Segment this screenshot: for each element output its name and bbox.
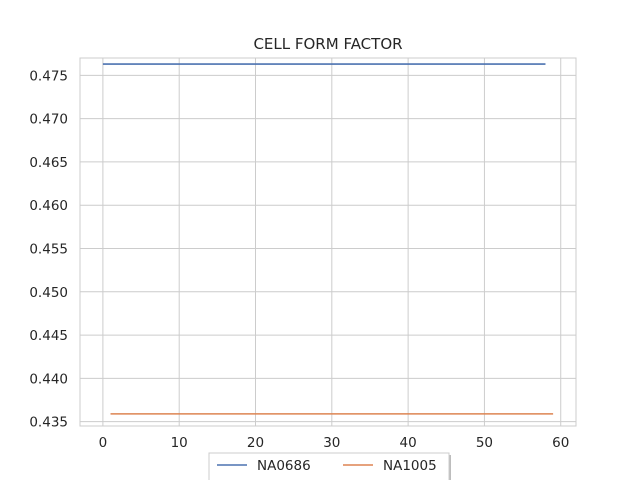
y-tick-label: 0.440 bbox=[29, 371, 68, 387]
legend: NA0686 NA1005 bbox=[208, 452, 451, 480]
x-tick-labels: 0 10 20 30 40 50 60 bbox=[99, 435, 570, 451]
y-tick-label: 0.460 bbox=[29, 198, 68, 214]
x-tick-label: 20 bbox=[247, 435, 264, 451]
y-tick-label: 0.475 bbox=[29, 68, 68, 84]
series-lines bbox=[102, 63, 554, 415]
y-tick-labels: 0.435 0.440 0.445 0.450 0.455 0.460 0.465 0.470… bbox=[29, 68, 68, 430]
x-tick-label: 40 bbox=[400, 435, 417, 451]
legend-label-na1005: NA1005 bbox=[383, 458, 437, 474]
y-tick-label: 0.465 bbox=[29, 155, 68, 171]
legend-label-na0686: NA0686 bbox=[257, 458, 311, 474]
chart-title: CELL FORM FACTOR bbox=[253, 35, 402, 53]
legend-box bbox=[208, 452, 450, 480]
plot-frame bbox=[79, 57, 577, 427]
x-tick-label: 30 bbox=[323, 435, 340, 451]
y-tick-label: 0.455 bbox=[29, 241, 68, 257]
y-tick-label: 0.450 bbox=[29, 285, 68, 301]
x-tick-label: 0 bbox=[99, 435, 108, 451]
x-tick-label: 10 bbox=[171, 435, 188, 451]
y-tick-label: 0.435 bbox=[29, 415, 68, 431]
y-tick-label: 0.445 bbox=[29, 328, 68, 344]
x-tick-label: 60 bbox=[552, 435, 569, 451]
x-tick-label: 50 bbox=[476, 435, 493, 451]
grid bbox=[80, 58, 576, 426]
y-tick-label: 0.470 bbox=[29, 112, 68, 128]
